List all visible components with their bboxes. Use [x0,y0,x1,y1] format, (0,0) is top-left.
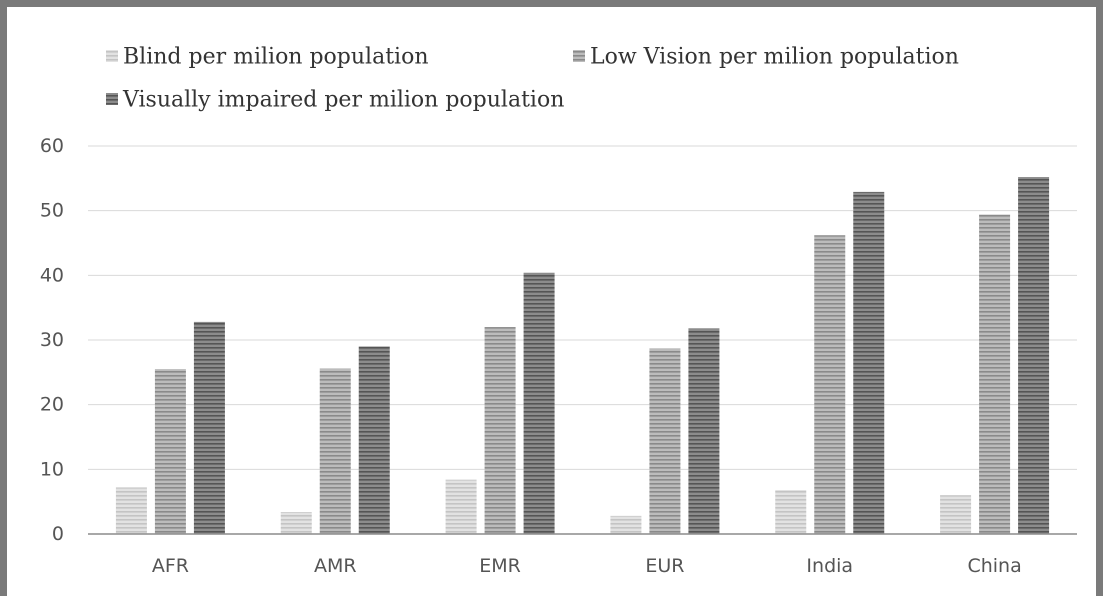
bar-afr-series-1 [115,487,147,534]
x-tick-label-china: China [967,555,1021,577]
bar-eur-series-2 [649,348,681,534]
x-axis: AFR AMR EMR EUR India China [88,533,1077,577]
bar-china-series-1 [940,495,972,534]
legend-label-1: Blind per milion population [123,45,429,70]
bar-eur-series-3 [688,328,720,534]
chart-gridlines [88,145,1077,470]
legend-label-2: Low Vision per milion population [590,45,959,70]
legend-swatch-2 [573,50,585,62]
x-tick-label-india: India [806,555,853,577]
bar-amr-series-1 [280,512,312,534]
x-tick-label-eur: EUR [645,555,684,577]
bar-amr-series-3 [358,346,390,534]
bar-china-series-2 [979,214,1011,534]
bar-india-series-2 [814,235,846,535]
y-tick-label: 30 [40,329,64,351]
bar-afr-series-3 [193,321,225,534]
bar-chart: Blind per milion population Low Vision pe… [40,45,1077,577]
bar-india-series-3 [853,191,885,534]
legend-label-3: Visually impaired per milion population [122,88,564,113]
x-tick-label-emr: EMR [479,555,521,577]
bar-eur-series-1 [610,515,642,534]
bar-emr-series-1 [445,479,477,534]
bar-amr-series-2 [319,368,351,534]
bar-afr-series-2 [154,369,186,534]
y-tick-label: 0 [52,523,64,545]
chart-legend: Blind per milion population Low Vision pe… [106,45,959,113]
y-tick-label: 20 [40,394,64,416]
y-tick-label: 60 [40,135,64,157]
y-tick-label: 10 [40,458,64,480]
y-axis: 0 10 20 30 40 50 60 [40,135,64,545]
bar-india-series-1 [775,490,807,534]
bar-china-series-3 [1018,177,1050,535]
y-tick-label: 50 [40,200,64,222]
bar-emr-series-3 [523,272,555,534]
x-tick-label-afr: AFR [152,555,189,577]
y-tick-label: 40 [40,264,64,286]
x-tick-label-amr: AMR [314,555,357,577]
legend-swatch-3 [106,93,118,105]
legend-swatch-1 [106,50,118,62]
bar-emr-series-2 [484,327,516,534]
chart-bars [115,177,1050,535]
